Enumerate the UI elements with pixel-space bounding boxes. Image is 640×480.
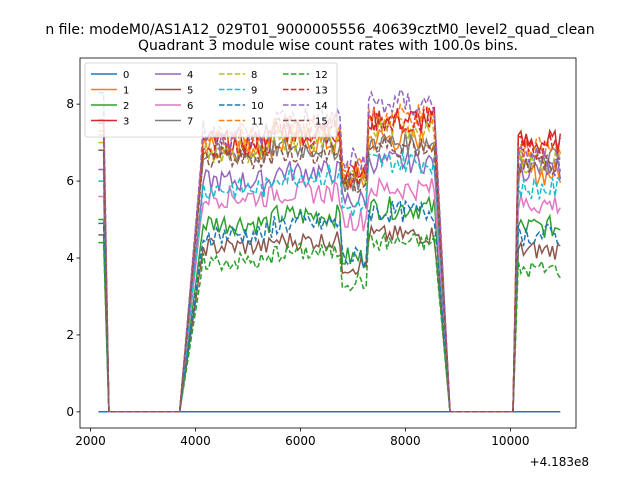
legend-box <box>84 62 338 138</box>
legend-label-12: 12 <box>315 70 328 81</box>
legend-label-3: 3 <box>123 117 129 128</box>
series-line-12 <box>98 231 561 413</box>
series-line-10 <box>98 198 561 413</box>
x-tick-label-2000: 2000 <box>75 434 106 448</box>
legend-label-15: 15 <box>315 117 328 128</box>
legend-label-9: 9 <box>251 86 257 97</box>
series-line-5 <box>98 223 561 413</box>
series-line-6 <box>98 176 561 413</box>
chart-title: Quadrant 3 module wise count rates with … <box>138 38 518 54</box>
x-tick-label-8000: 8000 <box>390 434 421 448</box>
y-tick-label-8: 8 <box>66 97 74 111</box>
legend-label-6: 6 <box>187 101 193 112</box>
legend-label-14: 14 <box>315 101 328 112</box>
x-tick-label-10000: 10000 <box>491 434 529 448</box>
y-tick-label-4: 4 <box>66 251 74 265</box>
legend-label-5: 5 <box>187 86 193 97</box>
legend-label-4: 4 <box>187 70 193 81</box>
legend-label-11: 11 <box>251 117 264 128</box>
plot-area: 2000 4000 6000 8000 100000246801234567891011… <box>66 57 577 448</box>
x-tick-label-6000: 6000 <box>285 434 316 448</box>
series-line-2 <box>98 195 561 413</box>
figure-suptitle: n file: modeM0/AS1A12_029T01_9000005556_… <box>45 22 594 38</box>
x-tick-label-4000: 4000 <box>180 434 211 448</box>
y-tick-label-0: 0 <box>66 405 74 419</box>
series-line-8 <box>98 114 561 413</box>
axes-frame <box>79 57 577 429</box>
x-offset-label: +4.183e8 <box>530 455 589 469</box>
legend-label-2: 2 <box>123 101 129 112</box>
series-line-15 <box>98 136 561 413</box>
y-tick-label-6: 6 <box>66 174 74 188</box>
legend-label-13: 13 <box>315 86 328 97</box>
legend-label-1: 1 <box>123 86 129 97</box>
legend-label-7: 7 <box>187 117 193 128</box>
legend-label-0: 0 <box>123 70 129 81</box>
legend-label-8: 8 <box>251 70 257 81</box>
legend-label-10: 10 <box>251 101 264 112</box>
y-tick-label-2: 2 <box>66 328 74 342</box>
